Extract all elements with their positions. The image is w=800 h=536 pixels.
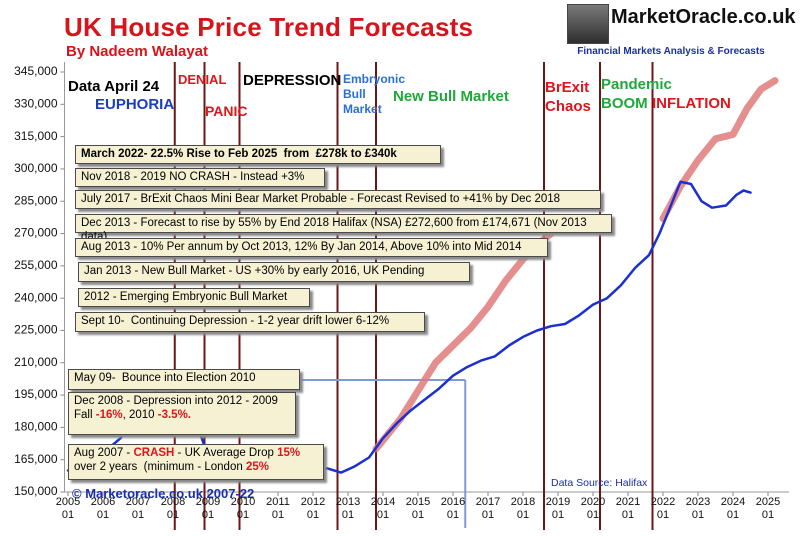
callout-text: Nov 2018 - 2019 NO CRASH - Instead +3%: [81, 171, 305, 183]
y-tick-label: 255,000: [14, 258, 58, 272]
chart-title: UK House Price Trend Forecasts: [64, 12, 474, 42]
callout-text: 2012 - Emerging Embryonic Bull Market: [84, 291, 288, 303]
phase-label: PANIC: [205, 103, 248, 119]
callout-text: -16%: [95, 408, 123, 421]
logo-name: MarketOracle.co.uk: [611, 6, 796, 28]
y-tick-label: 150,000: [14, 484, 58, 498]
x-tick-label: 2018 01: [510, 496, 536, 521]
x-tick-label: 2006 01: [90, 496, 116, 521]
callout: Sept 10- Continuing Depression - 1-2 yea…: [75, 312, 425, 332]
phase-label: New Bull Market: [393, 88, 509, 105]
y-tick-label: 315,000: [14, 129, 58, 143]
callout: Jan 2013 - New Bull Market - US +30% by …: [78, 262, 470, 282]
callout: May 09- Bounce into Election 2010: [68, 369, 300, 390]
callout-text: Dec 2013 - Forecast to rise by 55% by En…: [81, 217, 590, 243]
y-tick-label: 180,000: [14, 420, 58, 434]
callout-text: Dec 2008 - Depression into 2012 - 2009 F…: [74, 395, 282, 421]
callout-text: May 09- Bounce into Election 2010: [74, 372, 256, 384]
phase-label: Embryonic Bull Market: [343, 72, 406, 116]
x-tick-label: 2020 01: [580, 496, 606, 521]
x-tick-label: 2015 01: [405, 496, 431, 521]
x-tick-label: 2008 01: [160, 496, 186, 521]
y-tick-label: 195,000: [14, 387, 58, 401]
callout-text: over 2 years (minimum - London: [74, 447, 304, 473]
callout-text: July 2017 - BrExit Chaos Mini Bear Marke…: [81, 193, 561, 205]
callout: July 2017 - BrExit Chaos Mini Bear Marke…: [75, 190, 601, 209]
y-tick-label: 270,000: [14, 226, 58, 240]
x-tick-label: 2007 01: [125, 496, 151, 521]
x-tick-label: 2013 01: [335, 496, 361, 521]
callout-text: Jan 2013 - New Bull Market - US +30% by …: [84, 265, 425, 277]
x-tick-label: 2025 01: [755, 496, 781, 521]
logo-tagline: Financial Markets Analysis & Forecasts: [568, 46, 774, 57]
callout-text: - UK Average Drop: [174, 447, 278, 459]
y-tick-label: 300,000: [14, 161, 58, 175]
callout-text: 25%: [245, 460, 269, 473]
callout-text: -3.5%.: [157, 408, 192, 421]
data-source: Data Source: Halifax: [551, 477, 648, 489]
phase-label: DENIAL: [178, 72, 227, 87]
copyright: © Marketoracle.co.uk 2007-22: [72, 486, 255, 501]
x-tick-label: 2023 01: [685, 496, 711, 521]
x-tick-label: 2019 01: [545, 496, 571, 521]
callout-text: March 2022- 22.5% Rise to Feb 2025 from …: [81, 148, 397, 160]
callout-text: 15%: [277, 447, 301, 459]
x-tick-label: 2012 01: [300, 496, 326, 521]
callout: Dec 2008 - Depression into 2012 - 2009 F…: [68, 392, 296, 435]
callout: Aug 2013 - 10% Per annum by Oct 2013, 12…: [75, 238, 548, 257]
x-tick-label: 2014 01: [370, 496, 396, 521]
callout: 2012 - Emerging Embryonic Bull Market: [78, 288, 310, 307]
x-tick-label: 2005 01: [55, 496, 81, 521]
phase-label: EUPHORIA: [95, 96, 175, 113]
y-tick-label: 165,000: [14, 452, 58, 466]
logo-icon: [567, 4, 609, 44]
callout: Dec 2013 - Forecast to rise by 55% by En…: [75, 214, 612, 243]
callout: Aug 2007 - CRASH - UK Average Drop 15% o…: [68, 444, 324, 480]
callout-text: CRASH: [133, 447, 175, 459]
y-tick-label: 240,000: [14, 290, 58, 304]
x-tick-label: 2010 01: [230, 496, 256, 521]
y-tick-label: 345,000: [14, 64, 58, 78]
callout-text: , 2010: [122, 408, 158, 421]
phase-label: DEPRESSION: [243, 72, 342, 89]
x-tick-label: 2017 01: [475, 496, 501, 521]
x-tick-label: 2021 01: [615, 496, 641, 521]
callout: March 2022- 22.5% Rise to Feb 2025 from …: [75, 145, 441, 164]
y-tick-label: 330,000: [14, 96, 58, 110]
phase-label: Data April 24: [68, 78, 160, 95]
x-tick-label: 2024 01: [720, 496, 746, 521]
phase-label: Pandemic BOOM: [601, 76, 672, 112]
callout-text: Aug 2007 -: [74, 447, 134, 459]
callout: Nov 2018 - 2019 NO CRASH - Instead +3%: [75, 168, 325, 187]
x-tick-label: 2022 01: [650, 496, 676, 521]
phase-label: INFLATION: [652, 95, 731, 112]
y-tick-label: 210,000: [14, 355, 58, 369]
byline: By Nadeem Walayat: [66, 43, 209, 60]
callout-text: Sept 10- Continuing Depression - 1-2 yea…: [81, 315, 390, 327]
x-tick-label: 2011 01: [266, 496, 290, 521]
y-tick-label: 225,000: [14, 323, 58, 337]
x-tick-label: 2016 01: [440, 496, 466, 521]
callout-text: Aug 2013 - 10% Per annum by Oct 2013, 12…: [81, 241, 522, 253]
phase-label: BrExit Chaos: [545, 79, 591, 115]
x-tick-label: 2009 01: [195, 496, 221, 521]
y-tick-label: 285,000: [14, 193, 58, 207]
